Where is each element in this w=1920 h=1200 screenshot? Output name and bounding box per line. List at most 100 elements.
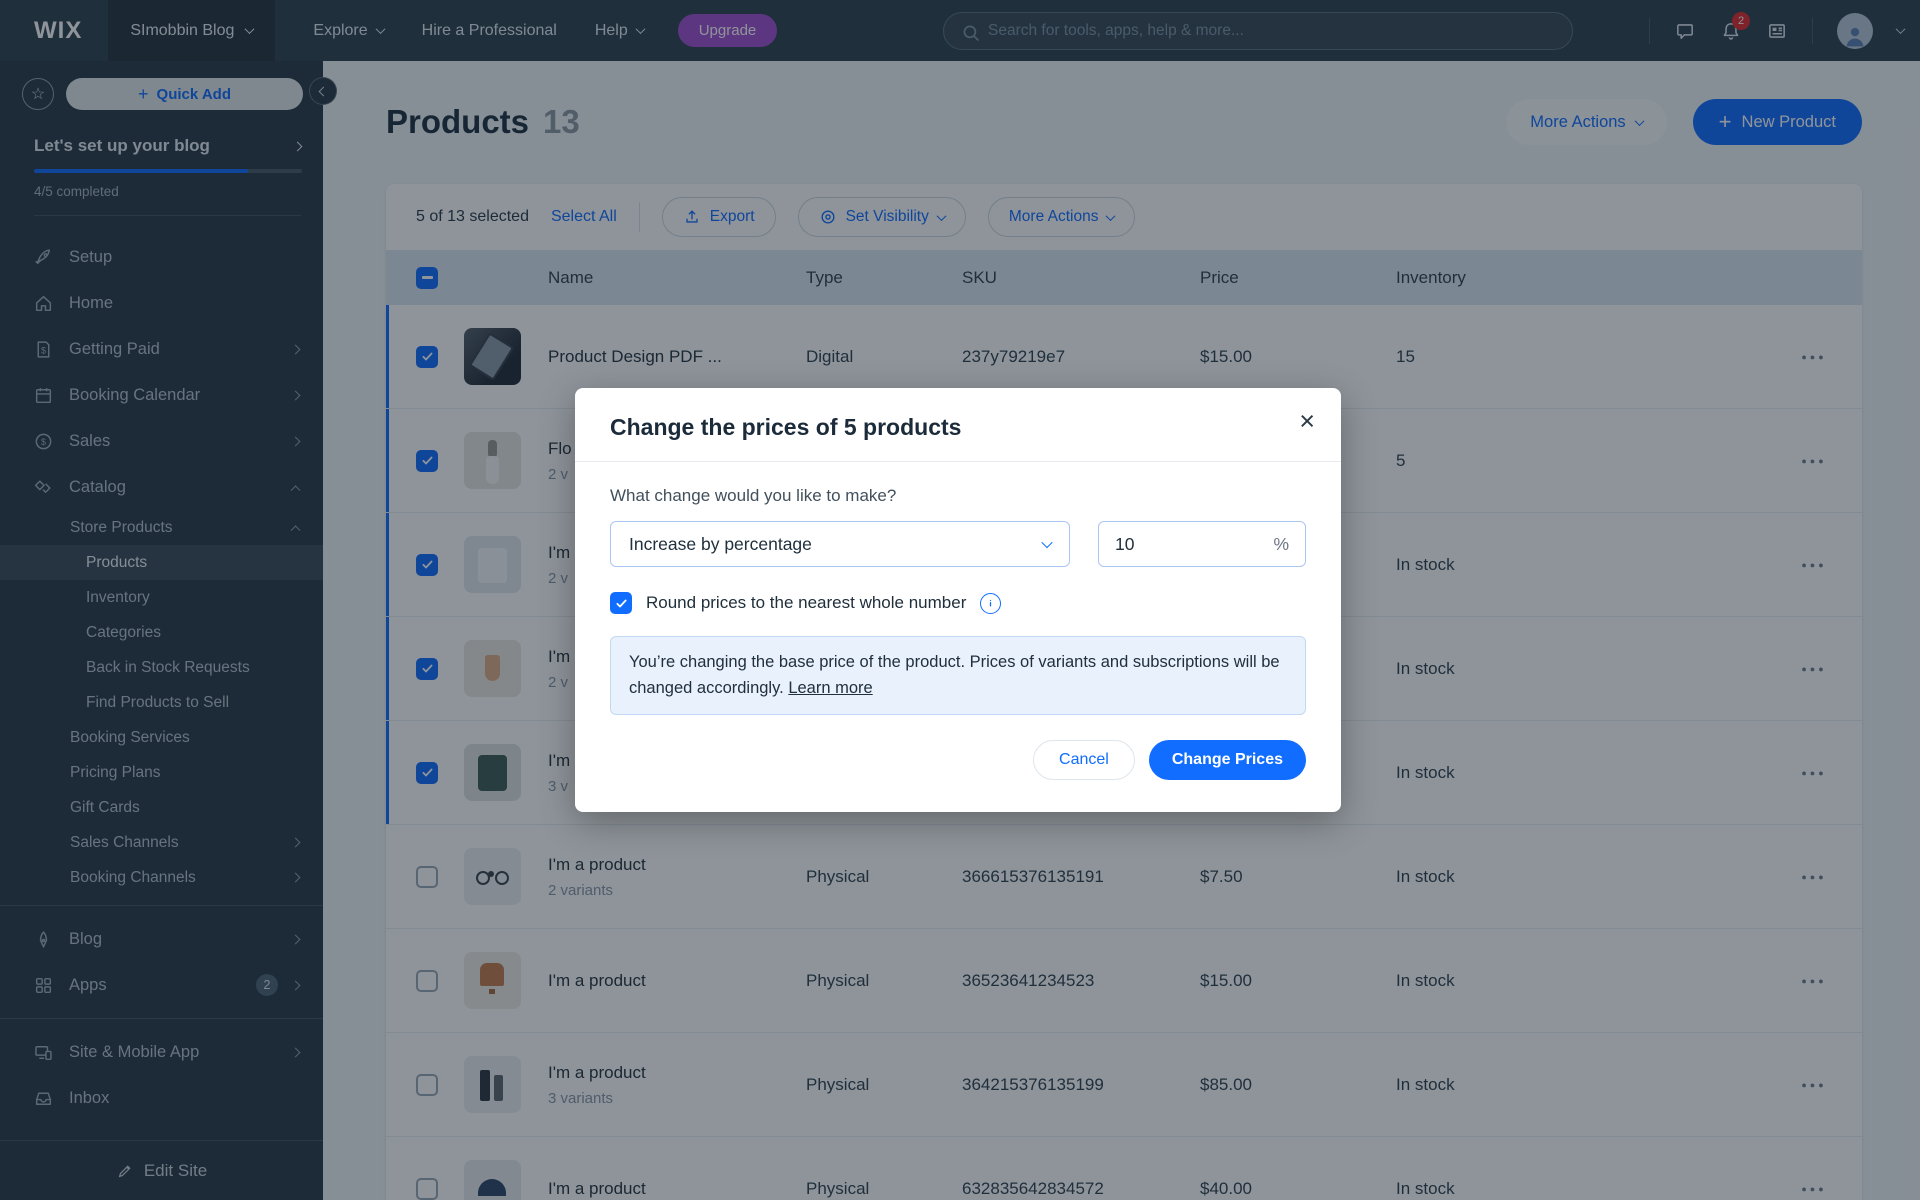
round-prices-checkbox[interactable] [610,592,632,614]
row-actions-menu-icon[interactable]: ●●● [1801,663,1827,674]
change-type-select[interactable]: Increase by percentage [610,521,1070,567]
row-checkbox[interactable] [416,1073,438,1096]
wix-logo[interactable]: WIX [34,16,83,44]
row-actions-menu-icon[interactable]: ●●● [1801,975,1827,986]
learn-more-link[interactable]: Learn more [788,678,873,697]
modal-title: Change the prices of 5 products [610,414,962,440]
amount-input[interactable]: 10 % [1098,521,1306,567]
table-row[interactable]: I'm a product Physical 632835642834572 $40.… [386,1137,1862,1200]
export-button[interactable]: Export [661,197,776,237]
change-question-label: What change would you like to make? [610,486,897,505]
menu-hire-a-professional[interactable]: Hire a Professional [421,21,557,39]
sidebar-item-blog[interactable]: Blog [0,916,323,962]
getting-paid-icon: $ [33,339,54,360]
updates-panel-icon[interactable] [1766,20,1788,42]
select-all-checkbox[interactable] [416,266,438,289]
table-row[interactable]: Product Design PDF ... Digital 237y79219e7… [386,305,1862,409]
row-actions-menu-icon[interactable]: ●●● [1801,1183,1827,1194]
product-variants: 2 v [548,569,569,587]
sidebar-menu: Setup Home $ Getting Paid Booking Calendar $ S… [0,232,323,1140]
edit-site-button[interactable]: Edit Site [0,1140,323,1200]
catalog-icon [33,477,54,498]
apps-icon [33,975,54,996]
table-row[interactable]: I'm a product 2 variants Physical 366615376… [386,825,1862,929]
product-image [464,1160,521,1200]
divider [638,202,640,232]
sidebar-item-home[interactable]: Home [0,280,323,326]
row-checkbox[interactable] [416,345,438,368]
sidebar: ☆ + Quick Add Let's set up your blog 4/5 … [0,61,323,1200]
table-more-actions-button[interactable]: More Actions [987,197,1136,237]
select-all-link[interactable]: Select All [550,208,617,225]
change-prices-modal: Change the prices of 5 products × What c… [575,388,1341,812]
favorites-star-icon[interactable]: ☆ [22,78,54,110]
sidebar-item-setup[interactable]: Setup [0,234,323,280]
table-header: Name Type SKU Price Inventory [386,250,1862,305]
site-selector[interactable]: SImobbin Blog [108,0,276,61]
page-more-actions-button[interactable]: More Actions [1506,99,1667,145]
sidebar-item-getting-paid[interactable]: $ Getting Paid [0,326,323,372]
sidebar-item-apps[interactable]: Apps 2 [0,962,323,1008]
pencil-icon [118,1164,131,1177]
info-icon[interactable] [980,592,1002,614]
row-checkbox[interactable] [416,969,438,992]
global-search-input[interactable]: Search for tools, apps, help & more... [943,12,1573,50]
avatar[interactable] [1837,12,1873,49]
selection-count: 5 of 13 selected [416,208,529,225]
row-actions-menu-icon[interactable]: ●●● [1801,559,1827,570]
site-name: SImobbin Blog [130,21,235,39]
menu-help[interactable]: Help [595,22,646,40]
sidebar-item-booking-calendar[interactable]: Booking Calendar [0,372,323,418]
product-image [464,536,521,593]
product-variants: 2 variants [548,881,614,899]
row-checkbox[interactable] [416,553,438,576]
change-prices-button[interactable]: Change Prices [1148,740,1306,781]
set-visibility-button[interactable]: Set Visibility [797,197,966,237]
setup-card-title: Let's set up your blog [34,136,210,155]
row-actions-menu-icon[interactable]: ●●● [1801,455,1827,466]
upgrade-button[interactable]: Upgrade [677,14,778,47]
product-image [464,328,521,385]
sidebar-item-site-and-mobile-app[interactable]: Site & Mobile App [0,1029,323,1075]
product-variants: 3 v [548,777,569,795]
product-image [464,952,521,1009]
svg-text:$: $ [41,345,46,355]
product-variants: 2 v [548,673,569,691]
row-checkbox[interactable] [416,657,438,680]
table-row[interactable]: I'm 3 v In stock ●●● [386,721,1862,825]
upload-icon [686,210,698,223]
menu-explore[interactable]: Explore [313,22,386,40]
close-icon[interactable]: × [1299,406,1315,436]
divider [0,1018,323,1019]
notifications-bell-icon[interactable]: 2 [1720,11,1750,42]
rocket-icon [33,247,54,268]
row-checkbox[interactable] [416,865,438,888]
product-name-cell: I'm 3 v [548,751,806,795]
row-checkbox[interactable] [416,449,438,472]
row-actions-menu-icon[interactable]: ●●● [1801,767,1827,778]
sidebar-item-inbox[interactable]: Inbox [0,1075,323,1121]
table-row[interactable]: I'm a product Physical 36523641234523 $15.0… [386,929,1862,1033]
chat-icon[interactable] [1674,20,1696,42]
top-bar: WIX SImobbin Blog Explore Hire a Profess… [0,0,1920,61]
product-name-cell: I'm a product 2 variants [548,855,806,899]
info-banner-text: You’re changing the base price of the pr… [629,653,1280,697]
row-actions-menu-icon[interactable]: ●●● [1801,1079,1827,1090]
quick-add-button[interactable]: + Quick Add [66,78,303,110]
table-row[interactable]: I'm a product 3 variants Physical 364215376… [386,1033,1862,1137]
cancel-button[interactable]: Cancel [1033,740,1135,781]
row-checkbox[interactable] [416,761,438,784]
row-checkbox[interactable] [416,1177,438,1200]
search-placeholder: Search for tools, apps, help & more... [988,22,1244,39]
sidebar-item-catalog[interactable]: Catalog [0,464,323,510]
setup-progress-card[interactable]: Let's set up your blog 4/5 completed [0,124,323,232]
row-actions-menu-icon[interactable]: ●●● [1801,871,1827,882]
sidebar-item-sales[interactable]: $ Sales [0,418,323,464]
calendar-icon [33,385,54,406]
sidebar-item-products[interactable]: Products [0,545,323,580]
product-image [464,640,521,697]
row-actions-menu-icon[interactable]: ●●● [1801,351,1827,362]
new-product-button[interactable]: + New Product [1692,99,1862,145]
sidebar-collapse-button[interactable] [309,77,337,105]
